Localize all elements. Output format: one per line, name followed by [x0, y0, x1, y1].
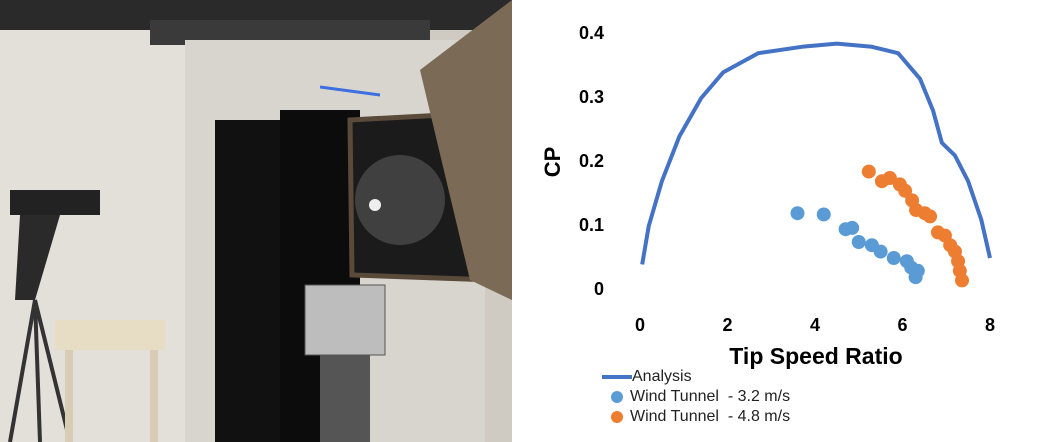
- x-tick-label: 8: [985, 315, 995, 335]
- lab-photo: [0, 0, 512, 442]
- x-tick-label: 4: [810, 315, 820, 335]
- y-tick-label: 0.4: [579, 23, 604, 43]
- data-point: [910, 263, 925, 278]
- x-tick-label: 0: [635, 315, 645, 335]
- data-point: [882, 171, 897, 185]
- x-tick-label: 6: [897, 315, 907, 335]
- x-tick-label: 2: [722, 315, 732, 335]
- data-point: [790, 206, 805, 221]
- chart: CP Tip Speed Ratio 0 0.1 0.2 0.3 0.4 0 2 4 6 8 Ana…: [540, 23, 995, 425]
- data-point: [955, 273, 969, 288]
- data-point: [816, 207, 831, 222]
- data-point: [845, 220, 860, 235]
- y-tick-label: 0.1: [579, 215, 604, 235]
- data-line: [640, 41, 992, 265]
- legend-label: Analysis: [632, 368, 692, 385]
- y-tick-label: 0: [594, 279, 604, 299]
- data-point: [898, 183, 913, 198]
- x-axis-title: Tip Speed Ratio: [729, 343, 902, 369]
- data-point: [861, 164, 876, 179]
- y-tick-label: 0.2: [579, 151, 604, 171]
- y-axis-title: CP: [540, 147, 565, 178]
- legend-swatch: [611, 411, 623, 423]
- legend-label: Wind Tunnel - 4.8 m/s: [630, 408, 790, 425]
- data-point: [923, 209, 938, 224]
- y-tick-label: 0.3: [579, 87, 604, 107]
- data-point: [886, 251, 901, 265]
- legend-label: Wind Tunnel - 3.2 m/s: [630, 388, 790, 405]
- legend-swatch: [611, 391, 623, 403]
- data-point: [873, 244, 888, 259]
- data-point: [851, 235, 866, 249]
